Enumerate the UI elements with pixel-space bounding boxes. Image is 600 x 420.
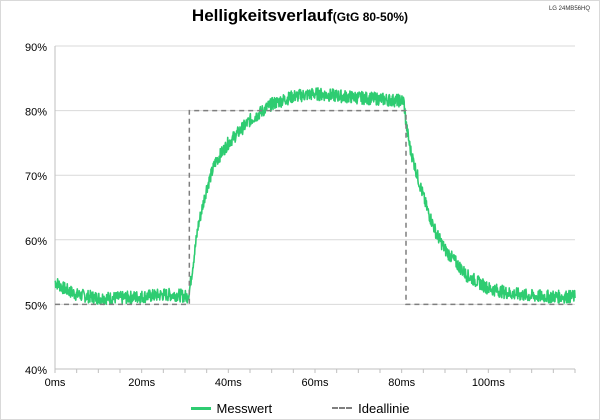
x-tick-label: 40ms [215, 377, 242, 389]
x-tick-label: 0ms [45, 377, 66, 389]
series-line-messwert [54, 87, 576, 306]
y-tick-label: 50% [25, 300, 47, 312]
legend-label-messwert: Messwert [216, 400, 273, 416]
legend-item-ideallinie: Ideallinie [332, 401, 409, 416]
y-axis-ticks: 40% 50% 60% 70% 80% 90% [25, 42, 47, 377]
x-tick-label: 80ms [388, 377, 415, 389]
legend-item-messwert: Messwert [190, 400, 273, 416]
x-tick-label: 20ms [128, 377, 155, 389]
legend: Messwert Ideallinie [0, 398, 600, 418]
chart-subtitle: (GtG 80-50%) [332, 10, 409, 24]
series-line-ideallinie [55, 109, 575, 306]
x-axis-ticks: 0ms 20ms 40ms 60ms 80ms 100ms [45, 369, 576, 389]
legend-swatch-ideallinie [332, 407, 353, 409]
chart-title-main: Helligkeitsverlauf [191, 6, 333, 25]
monitor-model-label: LG 24MB56HQ [548, 6, 590, 12]
y-tick-label: 40% [25, 365, 47, 377]
y-tick-label: 60% [25, 236, 47, 248]
y-tick-label: 90% [25, 42, 47, 54]
x-tick-label: 100ms [472, 377, 506, 389]
chart-title: Helligkeitsverlauf(GtG 80-50%) [0, 6, 600, 26]
series-group [54, 87, 576, 306]
legend-swatch-messwert [190, 406, 211, 410]
y-tick-label: 70% [25, 171, 47, 183]
legend-label-ideallinie: Ideallinie [358, 400, 410, 416]
y-tick-label: 80% [25, 107, 47, 119]
x-tick-label: 60ms [302, 377, 329, 389]
